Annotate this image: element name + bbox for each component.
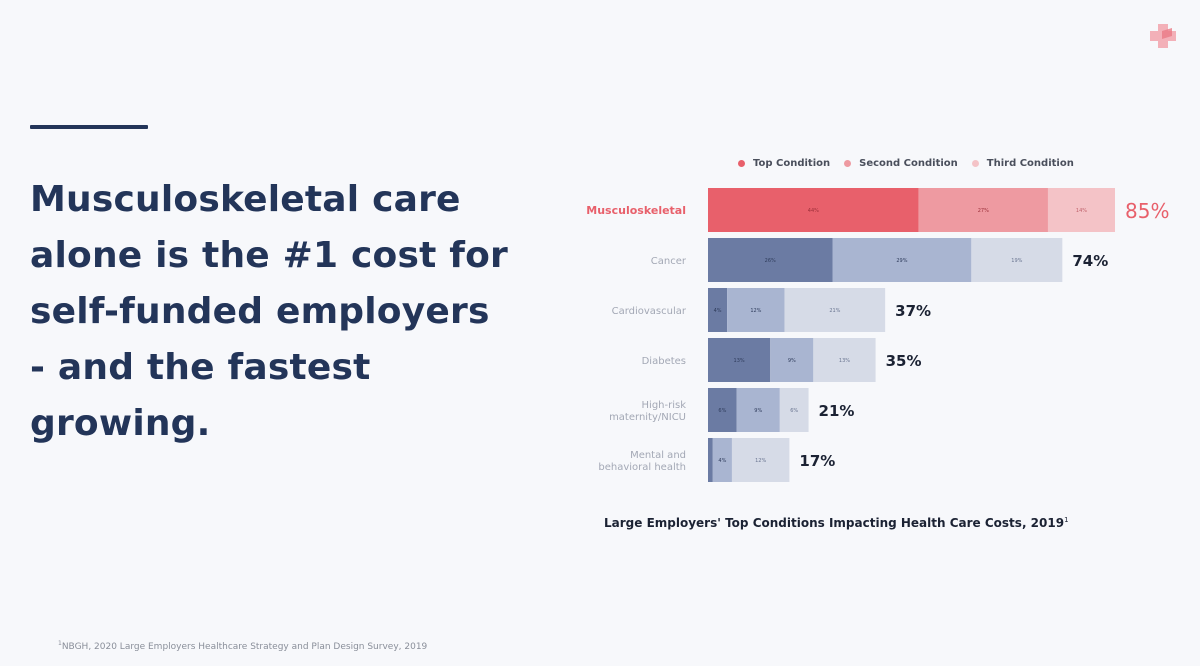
data-label: 21%: [829, 308, 840, 314]
bar-segment: [832, 238, 972, 282]
data-label: 6%: [718, 408, 726, 414]
category-label-line: High-risk: [642, 400, 687, 411]
legend-label: Top Condition: [753, 158, 831, 169]
source-footnote: 1NBGH, 2020 Large Employers Healthcare S…: [58, 640, 427, 652]
data-label: 29%: [896, 258, 907, 264]
total-label: 35%: [886, 352, 922, 370]
bar-segment: [770, 338, 814, 382]
accent-divider: [30, 125, 148, 129]
headline: Musculoskeletal care alone is the #1 cos…: [30, 172, 550, 452]
data-label: 44%: [808, 208, 819, 214]
bar-segment: [708, 238, 833, 282]
bar-segment: [708, 388, 737, 432]
bar-segment: [918, 188, 1048, 232]
stacked-bar-chart: 44% 27% 14% 85% Musculoskeletal 26% 29% 19% 74% C…: [586, 188, 1169, 482]
headline-line: Musculoskeletal care: [30, 179, 461, 220]
category-label: High-risk maternity/NICU: [609, 400, 686, 423]
total-label: 74%: [1072, 252, 1108, 270]
bar-segment: [731, 438, 790, 482]
category-label: Mental and behavioral health: [598, 450, 686, 473]
data-label: 6%: [790, 408, 798, 414]
category-label-line: Cancer: [651, 256, 687, 267]
data-label: 27%: [978, 208, 989, 214]
footnote-text: NBGH, 2020 Large Employers Healthcare St…: [61, 642, 428, 652]
bar-segment: [736, 388, 780, 432]
data-label: 19%: [1011, 258, 1022, 264]
bar-segment: [971, 238, 1063, 282]
data-label: 9%: [788, 358, 796, 364]
headline-line: self-funded employers: [30, 291, 490, 332]
data-label: 12%: [750, 308, 761, 314]
chart-title: Large Employers' Top Conditions Impactin…: [604, 516, 1069, 530]
legend-label: Second Condition: [859, 158, 958, 169]
legend-dot: [738, 160, 745, 167]
data-label: 4%: [718, 458, 726, 464]
bar-segment: [784, 288, 886, 332]
bar-segment: [813, 338, 876, 382]
legend-dot: [971, 160, 979, 167]
bar-segment: [708, 438, 713, 482]
category-label: Diabetes: [642, 356, 686, 367]
data-label: 12%: [755, 458, 766, 464]
legend-label: Third Condition: [986, 158, 1074, 169]
category-label-line: maternity/NICU: [609, 412, 686, 423]
category-label: Cancer: [651, 256, 687, 267]
bar-segment: [708, 288, 728, 332]
category-label-line: Musculoskeletal: [586, 204, 686, 217]
category-label-line: Cardiovascular: [612, 306, 687, 317]
category-label-line: Diabetes: [642, 356, 686, 367]
category-label-line: behavioral health: [598, 462, 686, 473]
total-label: 21%: [819, 402, 855, 420]
plus-cross-icon: [1148, 22, 1178, 50]
bar-segment: [708, 338, 771, 382]
legend-item-third: Third Condition: [971, 158, 1074, 169]
data-label: 9%: [754, 408, 762, 414]
total-label: 37%: [895, 302, 931, 320]
headline-line: alone is the #1 cost for: [30, 235, 508, 276]
total-label: 85%: [1125, 199, 1169, 223]
data-label: 13%: [839, 358, 850, 364]
data-label: 13%: [734, 358, 745, 364]
category-label-line: Mental and: [630, 450, 686, 461]
legend-item-second: Second Condition: [844, 158, 958, 169]
headline-line: - and the fastest: [30, 347, 371, 388]
data-label: 4%: [714, 308, 722, 314]
bar-segment: [708, 188, 919, 232]
category-label: Musculoskeletal: [586, 204, 686, 217]
category-label: Cardiovascular: [612, 306, 687, 317]
chart-legend: Top Condition Second Condition Third Con…: [738, 158, 1074, 169]
chart-title-text: Large Employers' Top Conditions Impactin…: [604, 516, 1065, 530]
data-label: 26%: [765, 258, 776, 264]
footnote-mark: 1: [58, 640, 62, 647]
total-label: 17%: [799, 452, 835, 470]
bar-segment: [712, 438, 732, 482]
legend-dot: [844, 160, 852, 167]
bar-segment: [1047, 188, 1115, 232]
chart-title-mark: 1: [1064, 516, 1069, 524]
headline-line: growing.: [30, 403, 211, 444]
bar-segment: [727, 288, 785, 332]
legend-item-top: Top Condition: [738, 158, 830, 169]
bar-segment: [779, 388, 809, 432]
data-label: 14%: [1076, 208, 1087, 214]
